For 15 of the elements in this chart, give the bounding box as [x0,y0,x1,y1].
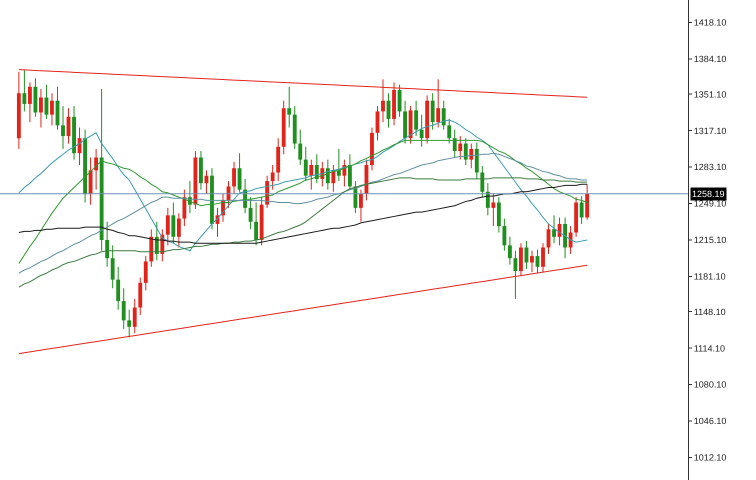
y-tick-label: 1351.10 [694,89,726,100]
y-tick-label: 1215.10 [694,235,726,246]
y-tick-label: 1418.10 [694,18,726,28]
y-tick-label: 1148.10 [694,306,726,317]
y-tick-label: 1283.10 [694,162,726,172]
y-tick-label: 1012.10 [694,452,726,463]
ref-line-label: 1258.19 [692,189,725,199]
y-tick-label: 1080.10 [694,380,726,390]
y-tick-label: 1046.10 [694,416,726,426]
y-tick-label: 1317.10 [694,126,726,136]
y-tick-label: 1114.10 [694,343,726,354]
line-series [18,140,588,264]
y-tick-label: 1181.10 [694,271,726,282]
y-tick-label: 1384.10 [694,54,726,64]
y-tick-label: 1249.10 [694,198,726,209]
